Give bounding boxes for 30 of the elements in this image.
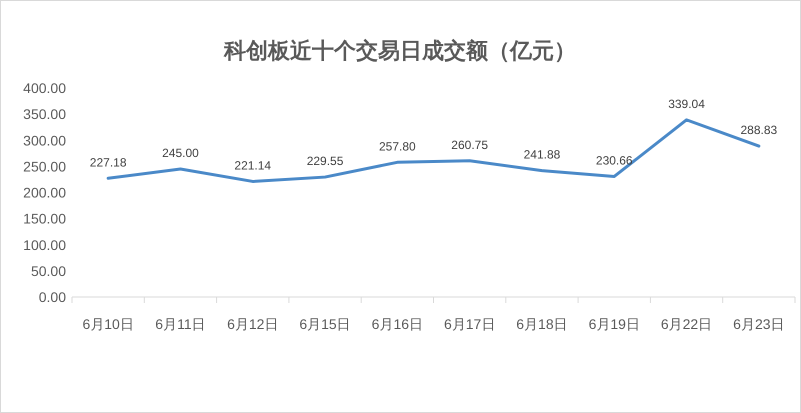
data-label: 260.75 [451, 138, 488, 152]
x-tick-label: 6月12日 [227, 316, 278, 332]
data-label: 245.00 [162, 146, 200, 160]
y-tick-label: 50.00 [30, 262, 66, 279]
data-label: 227.18 [90, 155, 127, 170]
x-tick-label: 6月11日 [155, 316, 206, 332]
data-label: 241.88 [524, 148, 561, 162]
x-tick-label: 6月10日 [82, 316, 134, 332]
data-label: 229.55 [306, 154, 344, 168]
x-tick-label: 6月22日 [660, 316, 712, 332]
x-tick-label: 6月17日 [444, 316, 496, 332]
x-tick-label: 6月16日 [372, 316, 424, 332]
y-tick-label: 350.00 [23, 106, 66, 122]
y-tick-label: 0.00 [38, 289, 66, 305]
data-label: 221.14 [234, 158, 272, 172]
y-tick-label: 300.00 [23, 132, 66, 148]
y-tick-label: 400.00 [23, 80, 66, 96]
y-tick-label: 100.00 [23, 236, 66, 253]
data-label: 288.83 [740, 123, 778, 138]
y-tick-label: 250.00 [23, 158, 66, 174]
x-tick-label: 6月18日 [516, 316, 568, 332]
x-tick-label: 6月19日 [588, 316, 640, 332]
data-label: 230.66 [596, 153, 633, 168]
y-tick-label: 200.00 [23, 184, 66, 200]
y-tick-label: 150.00 [23, 210, 66, 227]
chart-title: 科创板近十个交易日成交额（亿元） [223, 38, 576, 63]
x-tick-label: 6月15日 [299, 316, 351, 332]
data-label: 257.80 [379, 139, 416, 154]
data-label: 339.04 [668, 96, 706, 111]
x-tick-label: 6月23日 [733, 316, 785, 332]
